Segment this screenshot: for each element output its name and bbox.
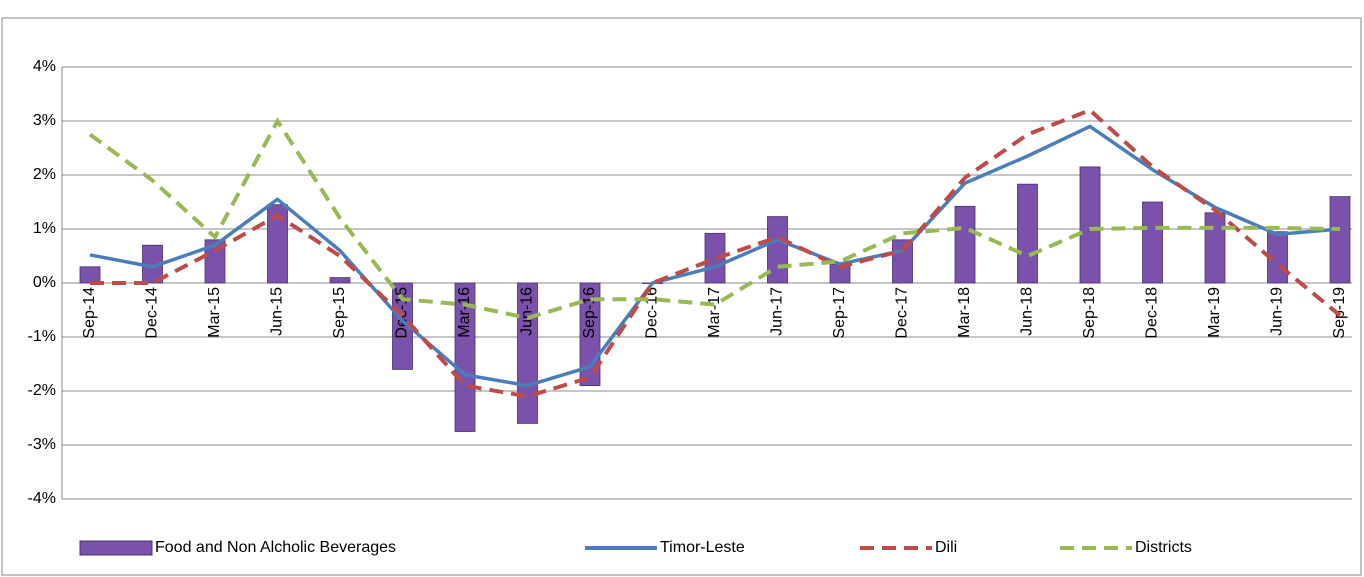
x-tick-label: Jun-15 [269, 287, 286, 336]
line-series [89, 124, 1341, 388]
legend-label: Districts [1135, 539, 1192, 556]
line-series [90, 107, 1342, 399]
legend-label: Timor-Leste [660, 539, 745, 556]
x-tick-label: Jun-17 [769, 287, 786, 336]
chart-frame [1, 17, 1362, 576]
x-tick-label: Mar-17 [706, 287, 723, 338]
legend-swatch [79, 540, 153, 556]
x-tick-label: Sep-18 [1081, 287, 1098, 339]
x-tick-label: Mar-19 [1206, 287, 1223, 338]
bar [329, 277, 351, 284]
bar [79, 266, 101, 284]
x-tick-label: Sep-15 [331, 287, 348, 339]
bar [1079, 166, 1101, 284]
bar [892, 239, 913, 284]
legend-label: Food and Non Alcholic Beverages [155, 539, 396, 556]
x-tick-label: Sep-16 [581, 287, 598, 339]
y-tick-label: -4% [28, 490, 56, 507]
y-tick-label: 1% [33, 220, 56, 237]
x-tick-label: Sep-14 [81, 287, 98, 339]
x-tick-label: Dec-14 [144, 287, 161, 339]
line-series [88, 117, 1341, 321]
bar [954, 205, 976, 284]
x-tick-label: Dec-17 [894, 287, 911, 339]
y-tick-label: -1% [28, 328, 56, 345]
x-tick-label: Dec-18 [1144, 287, 1161, 339]
bar [267, 204, 288, 284]
bar [1204, 212, 1226, 284]
x-tick-label: Jun-19 [1269, 287, 1286, 336]
legend-label: Dili [935, 539, 957, 556]
bar [1142, 201, 1163, 284]
x-tick-label: Mar-18 [956, 287, 973, 338]
y-tick-label: 2% [33, 166, 56, 183]
x-tick-label: Sep-17 [831, 287, 848, 339]
x-tick-label: Mar-16 [456, 287, 473, 338]
x-tick-label: Jun-18 [1019, 287, 1036, 336]
bar [1329, 196, 1351, 284]
x-tick-label: Jun-16 [519, 287, 536, 336]
bar [454, 282, 476, 432]
bar [1017, 183, 1038, 284]
bar [704, 232, 726, 284]
y-tick-label: 3% [33, 112, 56, 129]
y-tick-label: 0% [33, 274, 56, 291]
y-tick-label: -2% [28, 382, 56, 399]
y-tick-label: 4% [33, 58, 56, 75]
x-tick-label: Mar-15 [206, 287, 223, 338]
y-tick-label: -3% [28, 436, 56, 453]
